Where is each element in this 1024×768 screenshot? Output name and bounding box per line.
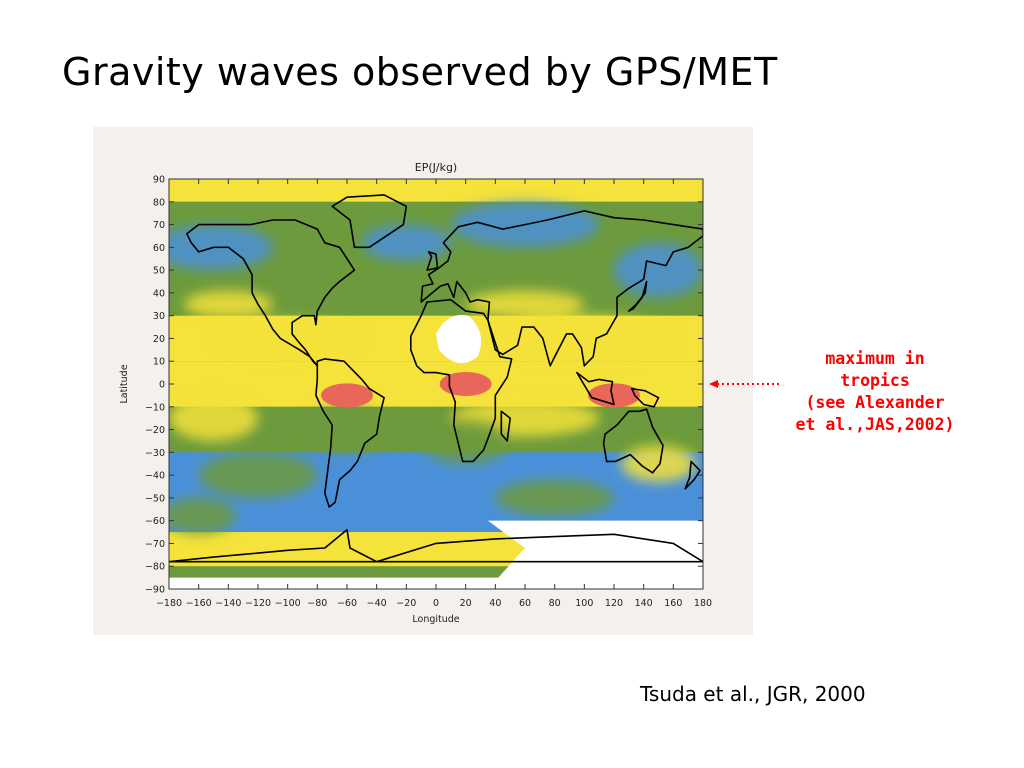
x-tick-label: −160	[186, 598, 212, 609]
annotation-line: et al.,JAS,2002)	[795, 415, 955, 434]
x-tick-label: 120	[605, 598, 623, 609]
chart-title: EP(J/kg)	[415, 161, 457, 174]
gravity-wave-energy-map: 9080706050403020100−10−20−30−40−50−60−70…	[119, 161, 712, 625]
x-tick-label: −100	[275, 598, 301, 609]
x-tick-label: 80	[549, 598, 561, 609]
heatmap-blotch	[421, 418, 511, 464]
y-tick-label: −90	[145, 585, 165, 596]
heatmap-blotch	[465, 290, 585, 318]
coastline-madagascar	[500, 410, 511, 442]
x-tick-label: −80	[307, 598, 327, 609]
x-tick-label: −180	[156, 598, 182, 609]
y-tick-label: 30	[153, 311, 165, 322]
x-tick-label: 140	[635, 598, 653, 609]
annotation-line: tropics	[840, 371, 910, 390]
annotation-line: (see Alexander	[805, 393, 945, 412]
y-tick-label: 90	[153, 175, 165, 186]
no-data-region	[169, 577, 703, 589]
y-axis-label: Latitude	[119, 364, 130, 403]
y-tick-label: −70	[145, 539, 165, 550]
heatmap-blotch	[621, 445, 696, 482]
figure-scan: 90 80 70 60 50 40 30 20 10 0 −10 −20 −30 −40 −50 −60 −70…	[93, 127, 753, 635]
heatmap-blotch	[495, 479, 614, 517]
y-tick-label: −20	[145, 425, 165, 436]
x-axis-label: Longitude	[412, 614, 459, 625]
latitude-band	[169, 179, 703, 202]
annotation-text: maximum in tropics (see Alexander et al.…	[770, 348, 980, 436]
slide-title: Gravity waves observed by GPS/MET	[62, 50, 778, 94]
x-tick-label: 40	[489, 598, 501, 609]
x-tick-label: 60	[519, 598, 531, 609]
heatmap-blotch	[302, 406, 392, 453]
y-tick-label: 80	[153, 197, 165, 208]
heatmap-blotch	[169, 395, 258, 441]
heatmap-field	[169, 179, 703, 589]
y-tick-label: −40	[145, 471, 165, 482]
citation: Tsuda et al., JGR, 2000	[640, 682, 866, 706]
coastline-australia	[602, 408, 664, 474]
x-tick-label: −120	[245, 598, 271, 609]
coastline-new-zealand	[684, 460, 701, 490]
y-tick-label: 40	[153, 288, 165, 299]
x-tick-label: −140	[215, 598, 241, 609]
y-tick-label: 20	[153, 334, 165, 345]
coastline-south-america	[315, 358, 385, 508]
heatmap-blotch	[183, 290, 273, 318]
heatmap-blotch	[213, 320, 362, 357]
y-tick-label: 70	[153, 220, 165, 231]
energy-maximum	[588, 383, 640, 408]
x-tick-label: 20	[460, 598, 472, 609]
y-tick-label: −30	[145, 448, 165, 459]
coastline-uk	[426, 251, 439, 271]
x-tick-label: −40	[367, 598, 387, 609]
x-tick-label: 180	[694, 598, 712, 609]
y-tick-label: 10	[153, 357, 165, 368]
y-tick-label: 0	[159, 380, 165, 391]
heatmap-blotch	[495, 315, 674, 362]
x-tick-label: 0	[433, 598, 439, 609]
energy-maximum	[321, 383, 373, 408]
y-tick-label: −10	[145, 402, 165, 413]
coastline-africa	[410, 298, 513, 463]
no-data-region	[436, 314, 482, 364]
y-tick-label: −80	[145, 562, 165, 573]
coastline-eurasia	[420, 210, 703, 367]
x-tick-label: −60	[337, 598, 357, 609]
y-tick-label: −50	[145, 493, 165, 504]
energy-maximum	[439, 372, 492, 396]
coastline-north-america	[186, 219, 356, 367]
x-tick-label: 160	[664, 598, 682, 609]
coastlines	[169, 194, 703, 563]
coastline-antarctica	[169, 529, 703, 563]
coastline-greenland	[331, 194, 408, 249]
coastline-indonesia	[576, 371, 615, 406]
heatmap-blotch	[198, 452, 318, 498]
heatmap-blotch	[169, 497, 236, 535]
axes: 9080706050403020100−10−20−30−40−50−60−70…	[145, 175, 712, 610]
annotation-line: maximum in	[825, 349, 925, 368]
y-tick-label: 60	[153, 243, 165, 254]
y-tick-label: 50	[153, 266, 165, 277]
coastline-new-guinea	[631, 387, 660, 408]
y-tick-label: −60	[145, 516, 165, 527]
x-tick-label: 100	[575, 598, 593, 609]
x-tick-label: −20	[396, 598, 416, 609]
coastline-japan	[628, 280, 648, 312]
